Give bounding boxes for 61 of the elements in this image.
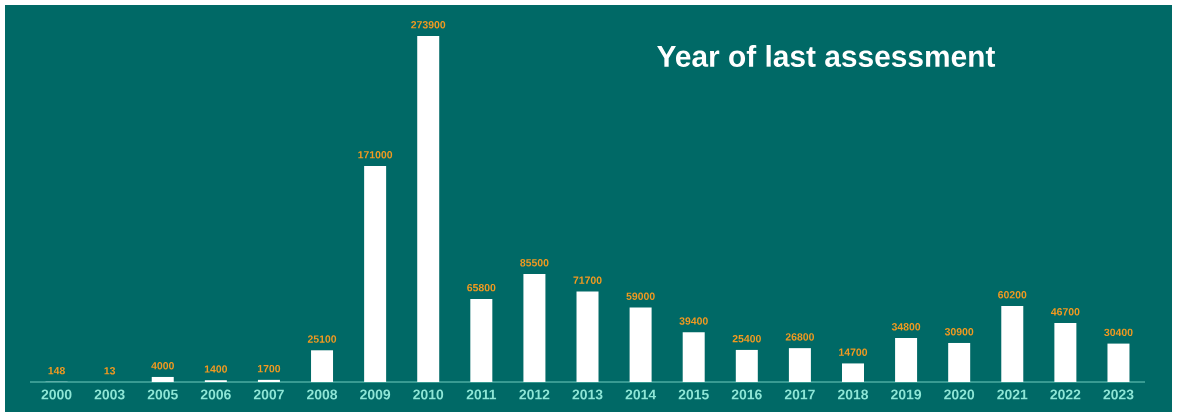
data-label: 59000 (626, 292, 655, 300)
bar (788, 348, 811, 382)
bar (895, 338, 918, 382)
bar (417, 36, 440, 382)
data-label: 30400 (1104, 328, 1133, 337)
data-label: 65800 (467, 283, 496, 292)
data-label: 148 (48, 366, 65, 375)
x-tick-label: 2006 (200, 389, 231, 400)
x-tick-label: 2013 (572, 389, 603, 400)
bar (364, 165, 387, 382)
bar (1054, 323, 1077, 382)
x-tick-label: 2007 (253, 389, 284, 400)
x-tick-label: 2009 (360, 389, 391, 400)
bar (523, 273, 546, 382)
x-tick-label: 2017 (784, 389, 815, 400)
bar (1001, 305, 1024, 382)
bar (576, 291, 599, 382)
data-label: 46700 (1050, 308, 1080, 316)
x-tick-label: 2010 (413, 389, 444, 400)
x-tick-label: 2021 (997, 389, 1028, 400)
bar (735, 349, 758, 382)
x-tick-label: 2005 (147, 389, 178, 400)
bar (948, 342, 971, 382)
bar (470, 298, 493, 382)
data-label: 4000 (151, 362, 174, 370)
bar (682, 332, 705, 382)
data-label: 85500 (520, 259, 549, 267)
bar (151, 376, 174, 382)
data-label: 30900 (944, 328, 974, 336)
x-tick-label: 2008 (307, 389, 338, 400)
data-label: 25100 (307, 335, 337, 343)
x-tick-label: 2011 (466, 389, 497, 400)
x-tick-label: 2020 (944, 389, 975, 400)
x-tick-label: 2016 (731, 389, 762, 400)
bar (257, 379, 280, 382)
bar (841, 363, 864, 382)
data-label: 60200 (998, 291, 1027, 299)
data-label: 34800 (891, 323, 921, 331)
x-tick-label: 2018 (837, 389, 869, 400)
x-tick-label: 2014 (625, 389, 657, 400)
data-label: 25400 (732, 334, 761, 343)
data-label: 39400 (679, 317, 708, 325)
x-tick-label: 2015 (678, 389, 709, 400)
bar (311, 350, 334, 382)
data-label: 14700 (839, 348, 868, 356)
data-label: 26800 (785, 333, 815, 341)
x-tick-label: 2023 (1103, 389, 1134, 400)
data-label: 1700 (257, 364, 281, 373)
x-tick-label: 2019 (891, 389, 922, 400)
x-tick-label: 2012 (519, 389, 550, 400)
data-label: 171000 (358, 151, 393, 159)
x-tick-label: 2000 (41, 389, 72, 400)
x-tick-label: 2022 (1050, 389, 1081, 400)
data-label: 273900 (411, 21, 446, 29)
data-label: 1400 (204, 365, 228, 373)
bar (629, 307, 652, 382)
data-label: 13 (104, 367, 116, 375)
chart-title: Year of last assessment (657, 45, 996, 67)
bar (1107, 343, 1130, 382)
x-tick-label: 2003 (94, 389, 125, 400)
data-label: 71700 (573, 276, 602, 284)
